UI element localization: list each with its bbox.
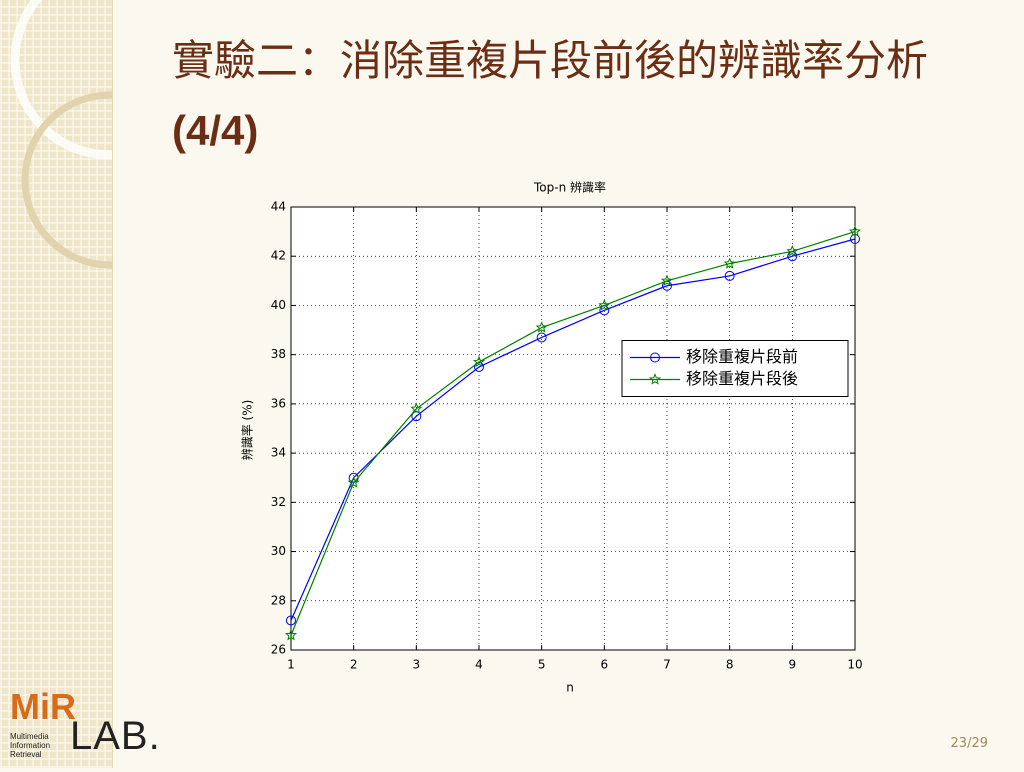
y-tick-label: 28 (271, 593, 286, 607)
logo-line: Multimedia (10, 732, 49, 741)
series-line (290, 231, 856, 636)
marker (660, 274, 674, 286)
y-tick-label: 26 (271, 643, 286, 657)
x-tick-label: 10 (847, 658, 862, 672)
y-tick-label: 40 (271, 298, 286, 312)
marker (850, 233, 860, 244)
legend-label: 移除重複片段前 (686, 347, 798, 366)
x-axis-label: n (566, 681, 574, 695)
logo-line: Retrieval (10, 750, 42, 759)
x-tick-label: 6 (601, 658, 609, 672)
plot-frame (290, 206, 856, 651)
marker (286, 615, 296, 626)
marker (535, 321, 548, 333)
x-tick-label: 4 (475, 658, 483, 672)
marker (472, 355, 486, 368)
legend-box (621, 340, 849, 397)
title-text: 實驗二：消除重複片段前後的辨識率分析 (172, 36, 929, 85)
x-tick-label: 8 (726, 658, 734, 672)
y-axis-label: 辨識率 (%) (240, 400, 255, 461)
marker (848, 225, 862, 237)
x-tick-label: 9 (789, 658, 797, 672)
marker (598, 299, 611, 311)
x-tick-label: 2 (350, 658, 358, 672)
legend-marker (650, 352, 660, 363)
legend-marker (648, 373, 662, 385)
x-tick-label: 1 (287, 658, 295, 672)
y-tick-label: 34 (271, 446, 286, 460)
series-line (290, 238, 856, 621)
y-tick-label: 44 (271, 200, 286, 214)
x-tick-label: 3 (413, 658, 421, 672)
slide-title: 實驗二：消除重複片段前後的辨識率分析 (4/4) (172, 26, 962, 166)
marker (347, 476, 360, 488)
title-suffix: (4/4) (172, 107, 259, 154)
chart-title: Top-n 辨識率 (533, 180, 606, 195)
x-tick-label: 7 (663, 658, 671, 672)
marker (536, 332, 547, 343)
plot-area (291, 207, 855, 650)
logo-line: Information (10, 741, 51, 750)
marker (724, 270, 735, 281)
marker (410, 402, 423, 414)
y-tick-label: 32 (271, 495, 286, 509)
decor-strip (0, 0, 210, 768)
y-tick-label: 30 (271, 544, 286, 558)
marker (284, 628, 298, 641)
logo-lab: LAB. (70, 714, 161, 758)
y-tick-label: 36 (271, 396, 286, 410)
marker (786, 245, 799, 257)
marker (723, 257, 736, 269)
y-tick-label: 42 (271, 249, 286, 263)
page-number: 23/29 (950, 736, 988, 751)
y-tick-label: 38 (271, 347, 286, 361)
legend-label: 移除重複片段後 (686, 369, 798, 388)
logo-mark: MiR (10, 686, 76, 727)
logo: MiR LAB. Multimedia Information Retrieva… (8, 686, 178, 762)
logo-lines: Multimedia Information Retrieval (10, 732, 50, 759)
x-tick-label: 5 (538, 658, 546, 672)
